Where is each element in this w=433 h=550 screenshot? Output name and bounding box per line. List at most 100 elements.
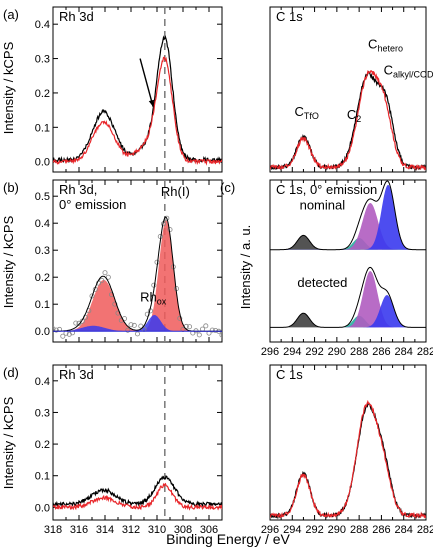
ylabel-bottom: Intensity / kCPS — [1, 396, 16, 489]
panel-d-c1s: 296 294 292 290 288 286 284 282 C 1s — [261, 364, 433, 536]
plot-frame — [269, 179, 427, 343]
y-tick-label: 0.2 — [35, 439, 50, 451]
panel-b-rh3d: 0.0 0.1 0.2 0.3 0.4 0.5 Rh(I) Rhox (b) Rh 3d,0° e… — [3, 179, 223, 343]
component-fill-blue_fill — [270, 295, 426, 328]
data-point — [53, 327, 59, 333]
x-tick-label: 288 — [350, 524, 368, 536]
peak-annotation: CTfO — [295, 104, 319, 121]
series-line-red — [53, 482, 222, 511]
series-line-red — [270, 69, 426, 171]
data-point — [177, 315, 183, 321]
x-tick-label: 292 — [305, 524, 323, 536]
x-tick-label: 316 — [70, 524, 88, 536]
data-point — [212, 327, 218, 333]
plot-area — [270, 180, 426, 328]
panel-letter: (d) — [3, 365, 19, 380]
y-tick-label: 0.4 — [35, 376, 50, 388]
x-tick-label: 284 — [395, 346, 413, 358]
x-tick-label: 306 — [200, 524, 218, 536]
panel-d-rh3d: 318 316 314 312 310 308 306 0.0 0.1 0.2 0.3 0.4 (d) R… — [3, 364, 223, 536]
panel-letter: (b) — [3, 180, 19, 195]
plot-frame — [52, 6, 223, 173]
panel-a-c1s: CTfO C2 Chetero Calkyl/COD. C 1s — [269, 6, 433, 173]
panel-title: C 1s, 0° emission — [276, 182, 377, 197]
data-point — [186, 324, 192, 330]
plot-area — [53, 215, 222, 339]
series-line-red — [270, 399, 426, 519]
panel-title: Rh 3d — [59, 9, 94, 24]
peak-annotation: Calkyl/COD. — [384, 62, 433, 79]
x-tick-label: 284 — [395, 524, 413, 536]
x-tick-label: 292 — [305, 346, 323, 358]
data-point — [138, 323, 144, 329]
panel-title: C 1s — [276, 367, 303, 382]
series-line-red — [53, 56, 222, 166]
x-tick-label: 288 — [350, 346, 368, 358]
plot-area — [270, 399, 426, 520]
x-tick-label: 314 — [96, 524, 114, 536]
y-tick-label: 0.1 — [35, 122, 50, 134]
y-tick-label: 0.1 — [35, 299, 50, 311]
data-point — [105, 274, 111, 280]
data-point — [134, 331, 140, 337]
y-tick-label: 0.3 — [35, 407, 50, 419]
stack-envelope — [270, 266, 426, 328]
stack-envelope — [270, 180, 426, 251]
series-line-black — [270, 70, 426, 172]
x-tick-label: 296 — [261, 524, 279, 536]
ylabel-c: Intensity / a. u. — [238, 225, 253, 310]
panel-title: Rh 3d — [59, 367, 94, 382]
data-point — [219, 332, 222, 338]
ylabel-top: Intensity / kCPS — [1, 41, 16, 134]
x-tick-label: 318 — [44, 524, 62, 536]
y-tick-label: 0.0 — [35, 157, 50, 169]
x-tick-label: 294 — [283, 524, 301, 536]
plot-frame — [52, 179, 223, 343]
component-fill-purple_fill — [270, 271, 426, 328]
y-tick-label: 0.3 — [35, 245, 50, 257]
plot-area — [270, 69, 426, 172]
y-tick-label: 0.4 — [35, 19, 50, 31]
data-point — [131, 322, 137, 328]
component-fill-gray_fill — [270, 235, 426, 250]
peak-annotation: Rh(I) — [161, 184, 190, 199]
data-point — [144, 311, 150, 317]
data-point — [196, 332, 202, 338]
y-tick-label: 0.1 — [35, 471, 50, 483]
x-tick-label: 286 — [372, 346, 390, 358]
panel-letter: (c) — [220, 180, 235, 195]
y-tick-label: 0.4 — [35, 218, 50, 230]
x-tick-label: 282 — [417, 524, 433, 536]
y-tick-label: 0.5 — [35, 191, 50, 203]
data-point — [125, 327, 131, 333]
panel-title-line2: 0° emission — [59, 197, 126, 212]
x-tick-label: 290 — [328, 524, 346, 536]
xlabel: Binding Energy / eV — [166, 531, 290, 547]
data-point — [99, 277, 105, 283]
data-point — [203, 323, 209, 329]
x-tick-label: 290 — [328, 346, 346, 358]
panel-title: C 1s — [276, 9, 303, 24]
peak-annotation: C2 — [347, 107, 361, 124]
component-fill-blue_fill — [53, 315, 222, 332]
y-tick-label: 0.0 — [35, 502, 50, 514]
x-tick-label: 310 — [148, 524, 166, 536]
x-tick-label: 286 — [372, 524, 390, 536]
data-point — [70, 330, 76, 336]
x-tick-label: 312 — [122, 524, 140, 536]
component-fill-blue_fill — [270, 184, 426, 250]
x-tick-label: 296 — [261, 346, 279, 358]
x-tick-label: 294 — [283, 346, 301, 358]
series-line-black — [53, 475, 222, 508]
component-fill-gray_fill — [270, 313, 426, 328]
plot-frame — [52, 364, 223, 521]
fit-envelope — [53, 216, 222, 332]
panel-c-c1s: 296 294 292 290 288 286 284 282 nominal detected (… — [220, 179, 433, 358]
panel-title: Rh 3d, — [59, 182, 97, 197]
panel-letter: (a) — [3, 7, 19, 22]
data-point — [73, 320, 79, 326]
panel-a-rh3d: 0.0 0.1 0.2 0.3 0.4 (a) Rh 3d — [3, 6, 223, 173]
y-tick-label: 0.0 — [35, 326, 50, 338]
plot-area — [53, 475, 222, 511]
